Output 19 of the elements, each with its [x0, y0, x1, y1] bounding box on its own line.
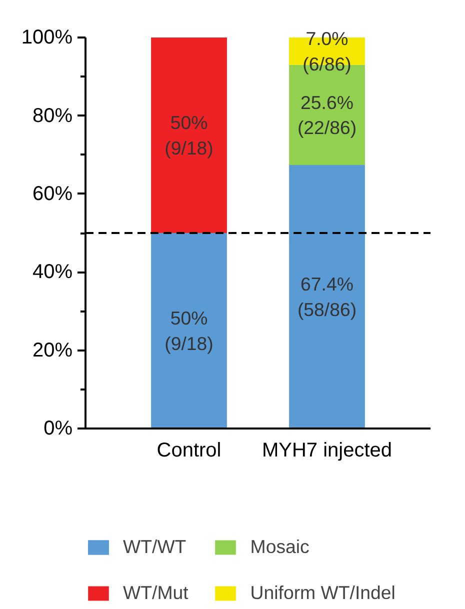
x-tick-label: Control: [156, 440, 222, 462]
legend-label: Mosaic: [250, 536, 310, 558]
y-tick-label: 0%: [44, 418, 73, 440]
y-tick-label: 20%: [32, 339, 73, 362]
legend-label: WT/WT: [123, 536, 186, 558]
legend-label: Uniform WT/Indel: [250, 582, 396, 604]
bar: [289, 165, 365, 429]
legend-label: WT/Mut: [123, 582, 188, 604]
y-tick-label: 80%: [32, 104, 73, 127]
data-label: 50% (9/18): [164, 308, 214, 354]
y-tick-label: 60%: [32, 182, 73, 205]
data-label: 50% (9/18): [164, 112, 214, 158]
data-label: 67.4% (58/86): [297, 274, 357, 320]
y-tick-label: 100%: [21, 26, 73, 49]
y-tick-label: 40%: [32, 261, 73, 284]
data-label: 25.6% (22/86): [297, 92, 357, 138]
x-tick-label: MYH7 injected: [262, 440, 392, 462]
bar: [151, 38, 227, 234]
bar: [151, 233, 227, 429]
